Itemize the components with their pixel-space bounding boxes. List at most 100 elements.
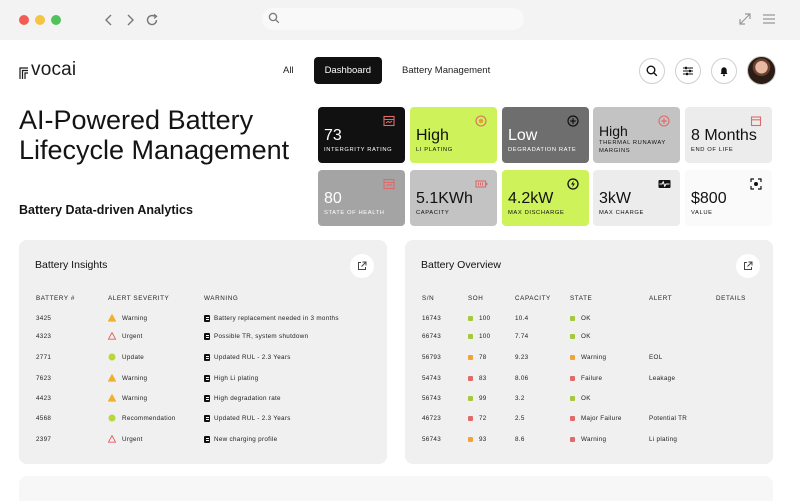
metric-max-discharge[interactable]: 4.2kW Max Discharge [502, 170, 589, 226]
metric-integrity-rating[interactable]: 73 Intergrity Rating [318, 107, 405, 163]
metric-capacity[interactable]: 5.1KWh Capacity [410, 170, 497, 226]
tab-battery-management[interactable]: Battery Management [402, 65, 491, 76]
warning-text: Updated RUL - 2.3 Years [204, 350, 291, 364]
soh-indicator [468, 333, 473, 339]
sliders-icon [683, 66, 693, 76]
alert-severity: Warning [108, 391, 147, 405]
soh-indicator [468, 436, 473, 442]
notifications-button[interactable] [711, 58, 737, 84]
table-row[interactable]: 4423 Warning High degradation rate [19, 391, 387, 405]
warning-text: Battery replacement needed in 3 months [204, 311, 339, 325]
metric-label: Degradation Rate [508, 147, 577, 153]
open-overview-button[interactable] [736, 254, 760, 278]
metric-degradation-rate[interactable]: Low Degradation Rate [502, 107, 589, 163]
metric-thermal-runaway-margins[interactable]: High Thermal Runaway Margins [593, 107, 680, 163]
severity-label: Urgent [122, 332, 143, 340]
metric-li-plating[interactable]: High Li Plating [410, 107, 497, 163]
address-bar[interactable] [262, 8, 524, 30]
warning-text: New charging profile [204, 432, 277, 446]
soh-indicator [468, 354, 473, 360]
minimize-window-button[interactable] [35, 15, 45, 25]
metric-value: High [416, 127, 449, 144]
state-value: OK [570, 311, 591, 325]
state-indicator [570, 375, 575, 381]
column-header: State [570, 295, 593, 302]
metric-value-card[interactable]: $800 Value [685, 170, 772, 226]
soh-value: 93 [468, 432, 487, 446]
document-icon [204, 435, 210, 443]
expand-icon[interactable] [738, 12, 754, 28]
state-label: Failure [581, 374, 603, 382]
metric-state-of-health[interactable]: 80 State of Health [318, 170, 405, 226]
table-row[interactable]: 46723 72 2.5 Major Failure Potential TR [405, 411, 773, 425]
reload-icon[interactable] [143, 11, 161, 29]
maximize-window-button[interactable] [51, 15, 61, 25]
metric-value: 80 [324, 190, 342, 207]
brand-name: vocai [31, 59, 77, 80]
table-row[interactable]: 56743 93 8.6 Warning Li plating [405, 432, 773, 446]
battery-chart-icon [383, 114, 395, 127]
severity-label: Warning [122, 394, 148, 402]
serial-number: 54743 [422, 374, 442, 382]
info-circle-icon [108, 353, 116, 361]
table-row[interactable]: 4323 Urgent Possible TR, system shutdown [19, 329, 387, 343]
state-label: Warning [581, 353, 607, 361]
tab-all[interactable]: All [283, 65, 294, 76]
soh-value: 72 [468, 411, 487, 425]
close-window-button[interactable] [19, 15, 29, 25]
metric-value: 4.2kW [508, 190, 554, 207]
warning-text: Possible TR, system shutdown [204, 329, 308, 343]
table-row[interactable]: 54743 83 8.06 Failure Leakage [405, 371, 773, 385]
severity-label: Warning [122, 374, 148, 382]
state-indicator [570, 315, 575, 321]
avatar[interactable] [747, 56, 776, 85]
metric-end-of-life[interactable]: 8 Months End of Life [685, 107, 772, 163]
metric-value: 5.1KWh [416, 190, 473, 207]
main-nav-tabs: All Dashboard Battery Management [272, 57, 501, 84]
brand-logo[interactable]: vocai [19, 60, 76, 79]
page-title: AI-Powered Battery Lifecycle Management [19, 105, 290, 165]
column-header: Battery # [36, 295, 75, 302]
metric-value: High [599, 123, 628, 139]
open-insights-button[interactable] [350, 254, 374, 278]
next-section-preview [19, 476, 773, 501]
calendar-icon [750, 114, 762, 127]
focus-icon [750, 177, 762, 190]
tab-dashboard[interactable]: Dashboard [313, 57, 383, 84]
filter-button[interactable] [675, 58, 701, 84]
column-header: SOH [468, 295, 484, 302]
soh-value: 99 [468, 391, 487, 405]
warning-label: Battery replacement needed in 3 months [214, 314, 339, 322]
battery-number: 7623 [36, 374, 52, 382]
table-row[interactable]: 56743 99 3.2 OK [405, 391, 773, 405]
warning-text: High Li plating [204, 371, 258, 385]
severity-label: Urgent [122, 435, 143, 443]
metric-value: $800 [691, 190, 727, 207]
metric-label: State of Health [324, 210, 385, 216]
table-row[interactable]: 7623 Warning High Li plating [19, 371, 387, 385]
state-label: OK [581, 314, 591, 322]
forward-icon[interactable] [121, 11, 139, 29]
table-row[interactable]: 66743 100 7.74 OK [405, 329, 773, 343]
state-indicator [570, 395, 575, 401]
table-row[interactable]: 2771 Update Updated RUL - 2.3 Years [19, 350, 387, 364]
battery-number: 2771 [36, 353, 52, 361]
back-icon[interactable] [100, 11, 118, 29]
search-button[interactable] [639, 58, 665, 84]
table-row[interactable]: 2397 Urgent New charging profile [19, 432, 387, 446]
table-row[interactable]: 3425 Warning Battery replacement needed in… [19, 311, 387, 325]
table-row[interactable]: 16743 100 10.4 OK [405, 311, 773, 325]
document-icon [204, 394, 210, 402]
metric-label: Max Discharge [508, 210, 565, 216]
alert-value: Leakage [649, 374, 676, 382]
metric-max-charge[interactable]: 3kW Max Charge [593, 170, 680, 226]
battery-number: 4323 [36, 332, 52, 340]
table-row[interactable]: 56793 78 9.23 Warning EOL [405, 350, 773, 364]
bell-icon [720, 67, 728, 77]
state-indicator [570, 415, 575, 421]
menu-icon[interactable] [762, 12, 778, 28]
metric-label: Thermal Runaway Margins [599, 140, 666, 154]
serial-number: 16743 [422, 314, 442, 322]
metric-label: Intergrity Rating [324, 147, 393, 153]
table-row[interactable]: 4568 Recommendation Updated RUL - 2.3 Year… [19, 411, 387, 425]
